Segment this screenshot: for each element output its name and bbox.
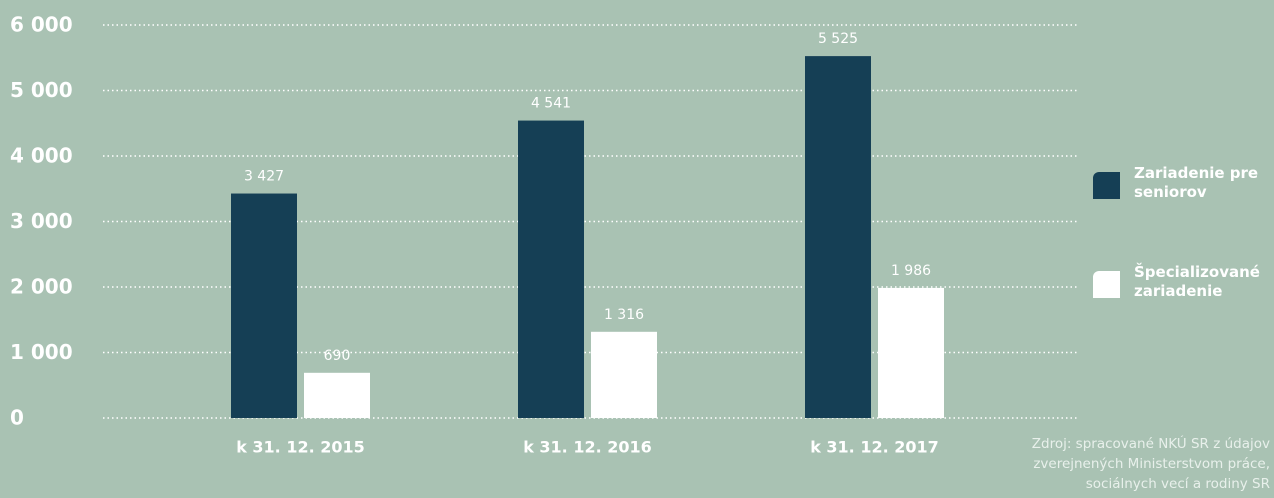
x-tick-label: k 31. 12. 2017 bbox=[810, 438, 939, 457]
bar bbox=[591, 331, 657, 418]
y-tick-label: 1 000 bbox=[10, 340, 73, 364]
value-label: 4 541 bbox=[531, 96, 571, 112]
y-tick-label: 0 bbox=[10, 406, 24, 430]
value-label: 1 986 bbox=[891, 263, 931, 279]
y-tick-label: 4 000 bbox=[10, 144, 73, 168]
source-note: Zdroj: spracované NKÚ SR z údajov zverej… bbox=[1031, 436, 1270, 492]
y-tick-label: 3 000 bbox=[10, 209, 73, 233]
value-label: 1 316 bbox=[604, 307, 644, 323]
value-label: 690 bbox=[324, 348, 351, 364]
y-tick-label: 5 000 bbox=[10, 78, 73, 102]
bar bbox=[805, 56, 871, 419]
x-tick-label: k 31. 12. 2015 bbox=[236, 438, 365, 457]
bar bbox=[304, 372, 370, 418]
legend-swatch bbox=[1093, 172, 1120, 199]
value-label: 3 427 bbox=[244, 169, 284, 185]
x-tick-label: k 31. 12. 2016 bbox=[523, 438, 652, 457]
bar bbox=[878, 287, 944, 418]
y-tick-label: 6 000 bbox=[10, 13, 73, 37]
legend-swatch bbox=[1093, 271, 1120, 298]
legend-label: Špecializované zariadenie bbox=[1134, 263, 1260, 300]
legend-label: Zariadenie pre seniorov bbox=[1134, 164, 1259, 201]
bar bbox=[231, 193, 297, 418]
value-label: 5 525 bbox=[818, 31, 858, 47]
y-tick-label: 2 000 bbox=[10, 275, 73, 299]
bar bbox=[518, 120, 584, 418]
